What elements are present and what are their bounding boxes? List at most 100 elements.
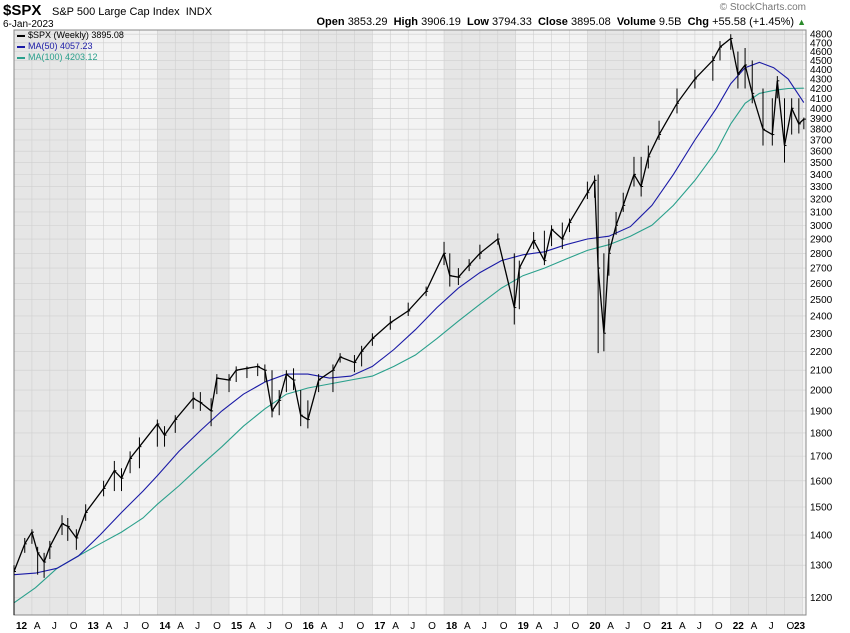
x-tick-label: O bbox=[356, 621, 364, 632]
ma100-line bbox=[13, 87, 804, 604]
x-tick-label: J bbox=[267, 621, 272, 632]
legend-swatch-ma50 bbox=[17, 45, 25, 48]
low-label: Low bbox=[466, 16, 489, 28]
x-tick-label: O bbox=[715, 621, 723, 632]
x-tick-label: O bbox=[500, 621, 508, 632]
x-tick-label: J bbox=[769, 621, 774, 632]
x-tick-label: A bbox=[392, 621, 399, 632]
x-tick-label: J bbox=[482, 621, 487, 632]
ohlc-readout: Open 3853.29 High 3906.19 Low 3794.33 Cl… bbox=[317, 16, 807, 28]
y-tick-label: 4600 bbox=[810, 47, 833, 58]
y-tick-label: 2300 bbox=[810, 329, 833, 340]
legend-item-ma100: MA(100) 4203.12 bbox=[17, 52, 124, 63]
x-tick-label: 16 bbox=[303, 621, 315, 632]
x-tick-label: 23 bbox=[794, 621, 806, 632]
x-tick-label: O bbox=[643, 621, 651, 632]
year-band bbox=[802, 30, 806, 615]
symbol-label: $SPX bbox=[3, 2, 42, 19]
y-tick-label: 3200 bbox=[810, 195, 833, 206]
legend-swatch-price bbox=[17, 34, 25, 37]
x-tick-label: J bbox=[52, 621, 57, 632]
y-tick-label: 4400 bbox=[810, 65, 833, 76]
legend-text-ma100: MA(100) 4203.12 bbox=[28, 52, 98, 62]
x-tick-label: 21 bbox=[661, 621, 673, 632]
y-tick-label: 4700 bbox=[810, 38, 833, 49]
low-value: 3794.33 bbox=[492, 16, 532, 28]
x-tick-label: 13 bbox=[88, 621, 100, 632]
y-tick-label: 4100 bbox=[810, 94, 833, 105]
x-tick-label: A bbox=[464, 621, 471, 632]
x-tick-label: J bbox=[124, 621, 129, 632]
x-tick-label: O bbox=[571, 621, 579, 632]
y-tick-label: 2600 bbox=[810, 279, 833, 290]
y-tick-label: 4300 bbox=[810, 74, 833, 85]
date-label: 6-Jan-2023 bbox=[3, 19, 54, 30]
y-tick-label: 1700 bbox=[810, 452, 833, 463]
legend-text-ma50: MA(50) 4057.23 bbox=[28, 41, 93, 51]
x-tick-label: O bbox=[428, 621, 436, 632]
y-tick-label: 1300 bbox=[810, 561, 833, 572]
close-value: 3895.08 bbox=[570, 16, 611, 28]
x-tick-label: A bbox=[321, 621, 328, 632]
x-tick-label: A bbox=[751, 621, 758, 632]
close-label: Close bbox=[537, 16, 568, 28]
x-tick-label: A bbox=[536, 621, 543, 632]
brand-watermark: © StockCharts.com bbox=[719, 2, 806, 13]
high-label: High bbox=[393, 16, 419, 28]
x-tick-label: A bbox=[34, 621, 41, 632]
legend-swatch-ma100 bbox=[17, 56, 25, 59]
x-tick-label: 14 bbox=[159, 621, 171, 632]
x-tick-label: J bbox=[339, 621, 344, 632]
x-tick-label: 12 bbox=[16, 621, 28, 632]
y-tick-label: 2900 bbox=[810, 235, 833, 246]
x-tick-label: J bbox=[195, 621, 200, 632]
x-tick-label: 22 bbox=[733, 621, 745, 632]
high-value: 3906.19 bbox=[421, 16, 461, 28]
y-tick-label: 2200 bbox=[810, 347, 833, 358]
x-tick-label: A bbox=[106, 621, 113, 632]
x-tick-label: 15 bbox=[231, 621, 243, 632]
x-tick-label: O bbox=[285, 621, 293, 632]
x-tick-label: 17 bbox=[374, 621, 386, 632]
y-tick-label: 3400 bbox=[810, 170, 833, 181]
y-tick-label: 3100 bbox=[810, 207, 833, 218]
y-tick-label: 2800 bbox=[810, 249, 833, 260]
y-tick-label: 1800 bbox=[810, 428, 833, 439]
x-tick-label: O bbox=[70, 621, 78, 632]
plot-frame bbox=[13, 29, 807, 616]
y-tick-label: 3500 bbox=[810, 158, 833, 169]
y-tick-label: 1600 bbox=[810, 476, 833, 487]
y-tick-label: 3700 bbox=[810, 136, 833, 147]
legend-item-ma50: MA(50) 4057.23 bbox=[17, 41, 124, 52]
x-tick-label: J bbox=[554, 621, 559, 632]
x-tick-label: O bbox=[141, 621, 149, 632]
y-tick-label: 4800 bbox=[810, 30, 833, 41]
y-tick-label: 2400 bbox=[810, 311, 833, 322]
legend-text-price: $SPX (Weekly) 3895.08 bbox=[28, 30, 124, 40]
chart-legend: $SPX (Weekly) 3895.08 MA(50) 4057.23 MA(… bbox=[17, 30, 124, 63]
price-line bbox=[13, 37, 805, 572]
chg-value: +55.58 (+1.45%) bbox=[712, 16, 795, 28]
x-tick-label: J bbox=[625, 621, 630, 632]
y-tick-label: 3000 bbox=[810, 221, 833, 232]
y-tick-label: 3600 bbox=[810, 147, 833, 158]
volume-value: 9.5B bbox=[658, 16, 682, 28]
y-tick-label: 1400 bbox=[810, 531, 833, 542]
open-value: 3853.29 bbox=[347, 16, 388, 28]
x-tick-label: O bbox=[213, 621, 221, 632]
x-tick-label: 18 bbox=[446, 621, 458, 632]
y-tick-label: 2700 bbox=[810, 264, 833, 275]
exchange-label: INDX bbox=[185, 6, 213, 18]
open-label: Open bbox=[316, 16, 345, 28]
ma50-line bbox=[13, 61, 805, 576]
x-tick-label: 19 bbox=[518, 621, 530, 632]
y-tick-label: 3300 bbox=[810, 182, 833, 193]
y-tick-label: 4200 bbox=[810, 84, 833, 95]
x-tick-label: 20 bbox=[589, 621, 601, 632]
up-arrow-icon: ▲ bbox=[797, 17, 806, 27]
index-name: S&P 500 Large Cap Index INDX bbox=[52, 6, 212, 18]
x-tick-label: A bbox=[607, 621, 614, 632]
y-tick-label: 2500 bbox=[810, 295, 833, 306]
y-tick-label: 2100 bbox=[810, 366, 833, 377]
